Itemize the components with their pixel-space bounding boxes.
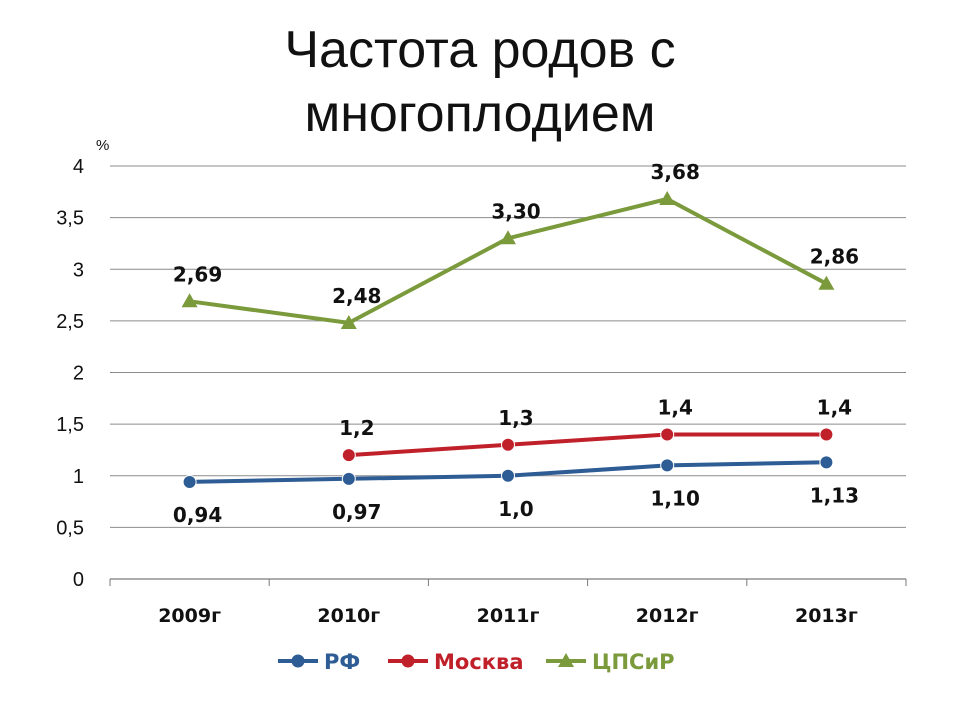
legend-label: Москва	[434, 650, 524, 674]
data-point-marker	[659, 191, 676, 206]
slide-title-line-1: Частота родов с	[284, 21, 676, 79]
data-label: 0,94	[173, 503, 222, 527]
data-point-marker	[340, 314, 357, 329]
data-point-marker	[341, 448, 356, 463]
data-label: 1,4	[817, 395, 852, 419]
y-unit-label: %	[96, 137, 109, 154]
data-point-marker	[501, 437, 515, 452]
legend-item-ЦПСиР: ЦПСиР	[546, 650, 675, 674]
series-РФ	[182, 455, 834, 489]
y-tick-label: 0	[73, 569, 84, 591]
axes: % 0 0,5 1 1,5 2 2,5 3 3,5 4 2009г 2010г 2011г 2012г 20…	[56, 137, 907, 627]
data-point-marker	[500, 230, 516, 245]
data-point-marker	[819, 427, 834, 442]
y-tick-label: 2	[73, 363, 84, 385]
slide-title: Частота родов с многоплодием	[0, 18, 960, 146]
series-Москва	[341, 427, 834, 463]
legend-item-Москва: Москва	[388, 650, 524, 674]
data-point-marker	[819, 455, 834, 470]
data-point-marker	[501, 468, 515, 483]
legend-label: ЦПСиР	[592, 650, 675, 674]
y-tick-label: 1	[73, 466, 84, 488]
y-tick-label: 0,5	[56, 517, 84, 539]
series-ЦПСиР	[181, 191, 835, 329]
legend-item-РФ: РФ	[278, 650, 360, 674]
y-tick-label: 1,5	[56, 414, 84, 436]
legend-swatch-marker	[558, 653, 574, 667]
data-point-marker	[818, 275, 835, 290]
data-label: 2,69	[173, 262, 222, 286]
data-label: 1,0	[498, 497, 533, 521]
data-point-marker	[182, 474, 197, 489]
data-point-marker	[341, 471, 356, 486]
slide-title-line-2: многоплодием	[304, 85, 656, 143]
data-label: 2,48	[332, 284, 381, 308]
data-label: 1,4	[657, 395, 692, 419]
y-tick-label: 3	[73, 259, 84, 281]
series-group	[181, 191, 835, 489]
y-tick-label: 2,5	[56, 311, 84, 333]
y-tick-label: 4	[73, 156, 84, 178]
y-tick-label: 3,5	[56, 208, 84, 230]
legend: РФ Москва ЦПСиР	[278, 650, 675, 674]
data-point-marker	[660, 458, 675, 473]
data-label: 1,3	[498, 406, 533, 430]
x-tick-label: 2012г	[636, 605, 699, 627]
legend-swatch-marker	[401, 654, 415, 668]
data-label: 1,13	[810, 483, 859, 507]
x-tick-label: 2009г	[158, 605, 221, 627]
legend-swatch-marker	[291, 654, 305, 668]
x-tick-label: 2013г	[795, 605, 858, 627]
x-tick-label: 2011г	[477, 605, 540, 627]
data-label: 1,10	[651, 486, 700, 510]
data-label: 3,68	[651, 160, 700, 184]
data-label: 1,2	[339, 416, 374, 440]
legend-label: РФ	[324, 650, 360, 674]
x-tick-label: 2010г	[317, 605, 380, 627]
series-line	[348, 432, 827, 458]
data-labels: 0,94 0,97 1,0 1,10 1,13 1,2 1,3 1,4 1,4 2,69 2,48 3…	[173, 160, 859, 527]
data-point-marker	[181, 293, 198, 308]
data-label: 3,30	[491, 199, 540, 223]
data-point-marker	[660, 427, 675, 442]
data-label: 2,86	[810, 245, 859, 269]
data-label: 0,97	[332, 500, 381, 524]
